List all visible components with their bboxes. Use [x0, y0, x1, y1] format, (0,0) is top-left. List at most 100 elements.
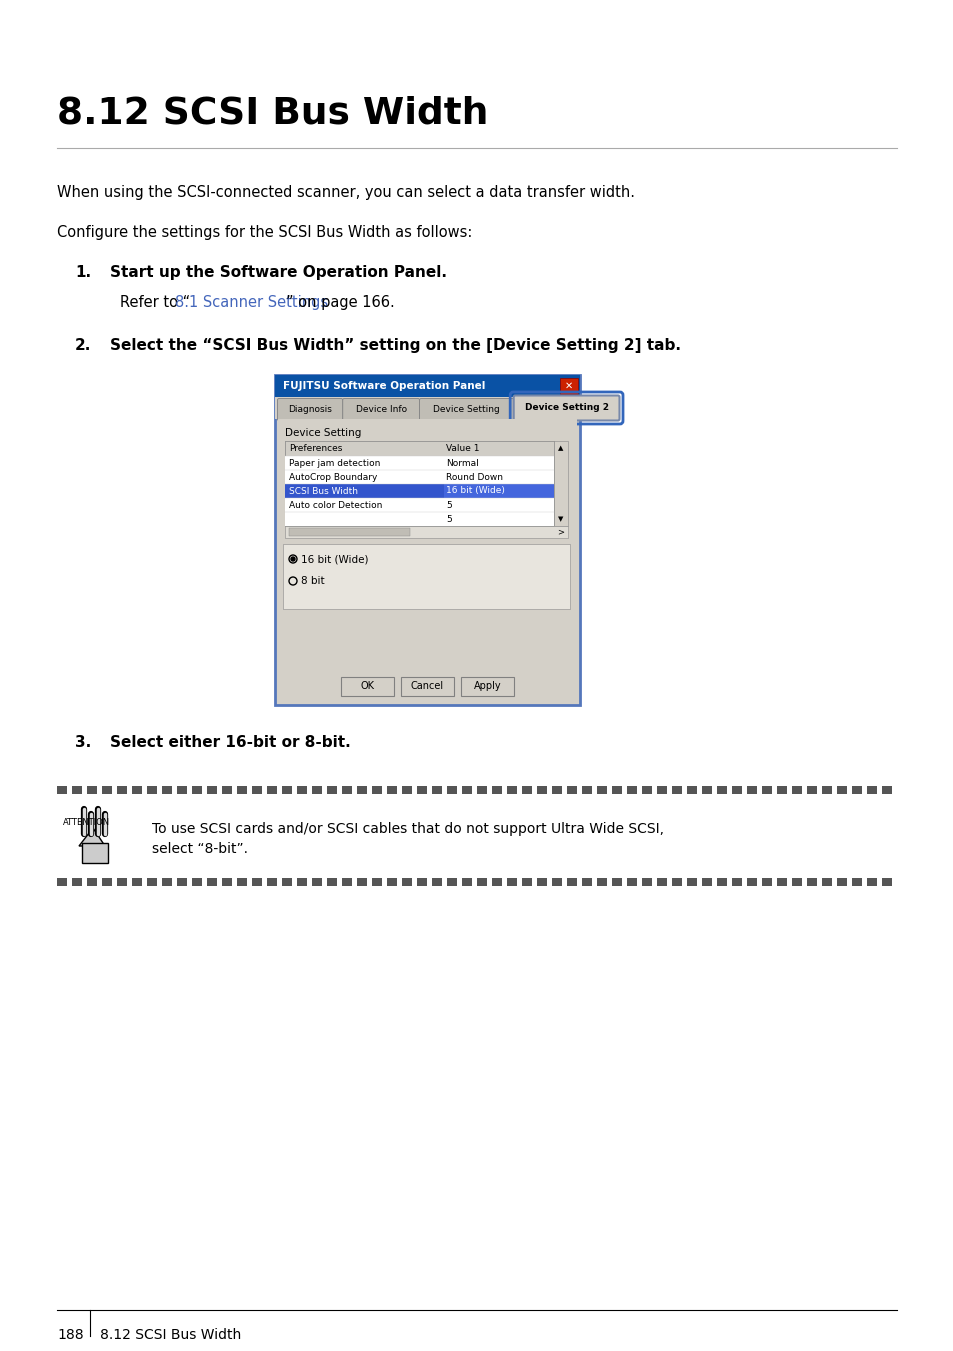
Bar	[791, 786, 801, 794]
Bar	[506, 786, 517, 794]
Bar	[597, 878, 606, 886]
FancyBboxPatch shape	[460, 677, 514, 696]
Bar	[274, 376, 579, 705]
Bar	[327, 878, 336, 886]
Text: 8 bit: 8 bit	[301, 576, 324, 586]
Bar	[671, 786, 681, 794]
Bar	[882, 878, 891, 886]
Text: Select the “SCSI Bus Width” setting on the [Device Setting 2] tab.: Select the “SCSI Bus Width” setting on t…	[110, 338, 680, 353]
Bar	[731, 878, 741, 886]
Bar	[274, 397, 579, 419]
Bar	[312, 878, 322, 886]
Bar	[416, 878, 427, 886]
Bar	[537, 786, 546, 794]
Bar	[117, 878, 127, 886]
Bar	[327, 786, 336, 794]
Bar	[87, 786, 97, 794]
Text: Normal: Normal	[446, 458, 478, 467]
Bar	[821, 878, 831, 886]
Bar	[57, 878, 67, 886]
Bar	[192, 786, 202, 794]
Bar	[746, 878, 757, 886]
Bar	[82, 843, 108, 863]
Bar	[401, 878, 412, 886]
Text: Auto color Detection: Auto color Detection	[289, 500, 382, 509]
Bar	[147, 878, 157, 886]
FancyBboxPatch shape	[340, 677, 394, 696]
Bar	[521, 786, 532, 794]
Bar	[387, 786, 396, 794]
Text: 1.: 1.	[75, 265, 91, 280]
Bar	[222, 786, 232, 794]
Text: ▲: ▲	[558, 446, 563, 451]
Bar	[612, 878, 621, 886]
Bar	[252, 878, 262, 886]
Bar	[612, 786, 621, 794]
Bar	[882, 786, 891, 794]
Bar	[641, 878, 651, 886]
Text: ” on page 166.: ” on page 166.	[286, 295, 395, 309]
Bar	[207, 786, 216, 794]
Bar	[761, 786, 771, 794]
Bar	[236, 786, 247, 794]
Bar	[356, 786, 367, 794]
Bar	[717, 786, 726, 794]
Text: Select either 16-bit or 8-bit.: Select either 16-bit or 8-bit.	[110, 735, 351, 750]
Bar	[177, 878, 187, 886]
Text: ▼: ▼	[558, 516, 563, 521]
Text: 8.1 Scanner Settings: 8.1 Scanner Settings	[175, 295, 328, 309]
Bar	[671, 878, 681, 886]
Bar	[207, 878, 216, 886]
Bar	[851, 878, 862, 886]
Text: Start up the Software Operation Panel.: Start up the Software Operation Panel.	[110, 265, 447, 280]
Bar	[285, 440, 554, 457]
Bar	[506, 878, 517, 886]
Bar	[267, 786, 276, 794]
Bar	[372, 786, 381, 794]
FancyBboxPatch shape	[342, 399, 419, 420]
Text: 188: 188	[57, 1328, 84, 1342]
Text: AutoCrop Boundary: AutoCrop Boundary	[289, 473, 377, 481]
Bar	[836, 786, 846, 794]
Bar	[686, 878, 697, 886]
Bar	[597, 786, 606, 794]
Text: SCSI Bus Width: SCSI Bus Width	[289, 486, 357, 496]
Bar	[162, 786, 172, 794]
Bar	[566, 786, 577, 794]
Text: 3.: 3.	[75, 735, 91, 750]
Bar	[552, 878, 561, 886]
Bar	[626, 878, 637, 886]
Bar	[717, 878, 726, 886]
Bar	[581, 786, 592, 794]
Text: Paper jam detection: Paper jam detection	[289, 458, 380, 467]
Text: Device Setting: Device Setting	[433, 405, 499, 413]
Bar	[71, 786, 82, 794]
Circle shape	[291, 557, 294, 561]
Bar	[566, 878, 577, 886]
Bar	[581, 878, 592, 886]
Bar	[285, 512, 554, 526]
Bar	[447, 878, 456, 886]
Bar	[222, 878, 232, 886]
Text: 8.12 SCSI Bus Width: 8.12 SCSI Bus Width	[57, 95, 488, 131]
Bar	[192, 878, 202, 886]
Bar	[285, 457, 554, 470]
Bar	[277, 419, 577, 676]
Bar	[537, 878, 546, 886]
Bar	[285, 499, 554, 512]
Bar	[559, 378, 578, 394]
Bar	[285, 526, 567, 538]
Text: Apply: Apply	[474, 681, 500, 690]
Text: When using the SCSI-connected scanner, you can select a data transfer width.: When using the SCSI-connected scanner, y…	[57, 185, 635, 200]
Bar	[162, 878, 172, 886]
Bar	[806, 878, 816, 886]
Bar	[776, 878, 786, 886]
Bar	[285, 440, 554, 526]
Bar	[432, 878, 441, 886]
Text: >: >	[557, 527, 564, 536]
Bar	[657, 786, 666, 794]
Bar	[492, 878, 501, 886]
Bar	[177, 786, 187, 794]
Text: Value 1: Value 1	[446, 444, 479, 453]
Bar	[416, 786, 427, 794]
